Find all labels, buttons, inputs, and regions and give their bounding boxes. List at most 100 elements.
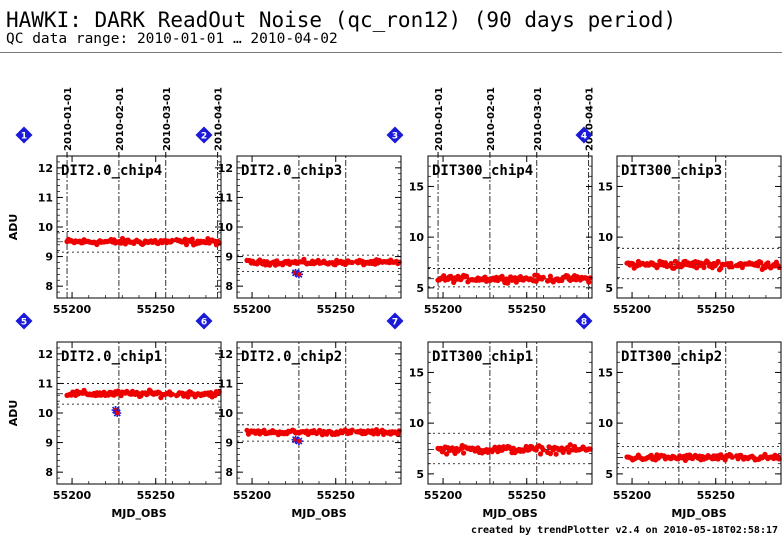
panel-title: DIT300_chip1 [432, 349, 533, 365]
y-tick-label: 12 [38, 348, 53, 361]
panel-number-label: 4 [581, 132, 587, 142]
y-tick-label: 10 [409, 417, 425, 430]
y-tick-label: 8 [225, 280, 233, 293]
y-axis-label: ADU [7, 400, 20, 427]
panel-title: DIT300_chip3 [621, 163, 722, 179]
date-axis-label: 2010-02-01 [486, 87, 497, 151]
x-tick-label: 55250 [508, 489, 547, 502]
plot-panel-4: 4 5 10 15 55200 55250 DIT300_chip3 [575, 126, 782, 316]
y-tick-label: 9 [225, 437, 233, 450]
data-point [349, 427, 355, 433]
panel-title: DIT300_chip4 [432, 163, 533, 179]
y-tick-label: 5 [605, 468, 613, 481]
y-tick-label: 5 [416, 282, 424, 295]
data-point [537, 451, 544, 457]
date-axis-label: 2010-04-01 [214, 87, 225, 151]
data-point [668, 260, 674, 267]
y-tick-label: 11 [38, 191, 53, 204]
y-tick-label: 12 [38, 162, 53, 175]
data-point [729, 454, 735, 460]
y-tick-label: 10 [409, 231, 425, 244]
x-tick-label: 55250 [697, 489, 736, 502]
panel-number-diamond [386, 126, 404, 144]
panel-title: DIT2.0_chip1 [61, 349, 162, 365]
panel-number-diamond [575, 312, 593, 330]
page-subtitle: QC data range: 2010-01-01 … 2010-04-02 [6, 31, 338, 47]
x-tick-label: 55200 [53, 303, 92, 316]
data-point [701, 264, 707, 271]
y-tick-label: 10 [218, 221, 234, 234]
x-axis-label: MJD_OBS [482, 507, 537, 520]
data-point [461, 450, 467, 456]
data-point [216, 389, 222, 395]
panel-number-diamond [195, 312, 213, 330]
date-axis-label: 2010-02-01 [115, 87, 126, 151]
x-tick-label: 55200 [613, 489, 652, 502]
y-tick-label: 11 [218, 377, 233, 390]
panel-title: DIT2.0_chip4 [61, 163, 162, 179]
data-point [444, 451, 450, 457]
y-tick-label: 12 [218, 162, 233, 175]
plot-panel-6: 6 8 9 10 11 12 55200 55250 DIT2.0_chip2 MJD_OBS [195, 312, 402, 520]
x-tick-label: 55200 [613, 303, 652, 316]
y-tick-label: 10 [218, 407, 234, 420]
panel-number-label: 3 [392, 132, 398, 142]
plot-panel-8: 8 5 10 15 55200 55250 DIT300_chip2 MJD_OBS [575, 312, 782, 520]
x-tick-label: 55250 [508, 303, 547, 316]
data-point [189, 236, 195, 242]
data-point [216, 240, 222, 246]
date-axis-label: 2010-01-01 [434, 87, 445, 151]
data-point [349, 259, 355, 266]
data-point [183, 242, 190, 248]
x-tick-label: 55250 [317, 303, 356, 316]
x-tick-label: 55250 [137, 489, 176, 502]
page-title: HAWKI: DARK ReadOut Noise (qc_ron12) (90… [6, 8, 677, 32]
data-point [540, 447, 546, 453]
outlier-point [296, 438, 302, 444]
outlier-point [115, 410, 120, 416]
y-tick-label: 9 [225, 251, 233, 264]
panel-number-label: 8 [581, 318, 587, 328]
data-point [553, 451, 559, 457]
data-point [715, 258, 721, 265]
y-tick-label: 9 [45, 437, 53, 450]
panel-number-label: 1 [21, 132, 27, 142]
x-tick-label: 55250 [137, 303, 176, 316]
date-axis-label: 2010-03-01 [162, 87, 173, 151]
outlier-point [296, 272, 302, 277]
data-point [185, 394, 191, 400]
x-axis-label: MJD_OBS [671, 507, 726, 520]
data-point [463, 273, 470, 279]
y-tick-label: 15 [409, 180, 424, 193]
panel-number-label: 5 [21, 318, 27, 328]
date-axis-label: 2010-01-01 [63, 87, 74, 151]
panel-number-label: 2 [201, 132, 207, 142]
y-tick-label: 8 [225, 466, 233, 479]
date-axis-label: 2010-03-01 [533, 87, 544, 151]
y-tick-label: 10 [598, 417, 614, 430]
panel-number-diamond [386, 312, 404, 330]
y-tick-label: 9 [45, 251, 53, 264]
y-tick-label: 10 [38, 221, 54, 234]
y-tick-label: 5 [416, 468, 424, 481]
x-axis-label: MJD_OBS [111, 507, 166, 520]
data-point [722, 457, 728, 463]
y-tick-label: 8 [45, 280, 53, 293]
data-point [679, 263, 686, 269]
y-tick-label: 15 [409, 366, 424, 379]
footer-credit: created by trendPlotter v2.4 on 2010-05-… [470, 525, 778, 536]
x-tick-label: 55200 [53, 489, 92, 502]
panel-number-diamond [195, 126, 213, 144]
y-tick-label: 10 [598, 231, 614, 244]
data-point [540, 274, 546, 280]
y-tick-label: 11 [218, 191, 233, 204]
y-tick-label: 15 [598, 180, 613, 193]
data-point [547, 451, 554, 457]
panel-title: DIT2.0_chip2 [241, 349, 342, 365]
data-point [169, 391, 175, 397]
y-tick-label: 5 [605, 282, 613, 295]
data-point [758, 259, 764, 266]
x-tick-label: 55250 [317, 489, 356, 502]
x-tick-label: 55200 [424, 489, 463, 502]
